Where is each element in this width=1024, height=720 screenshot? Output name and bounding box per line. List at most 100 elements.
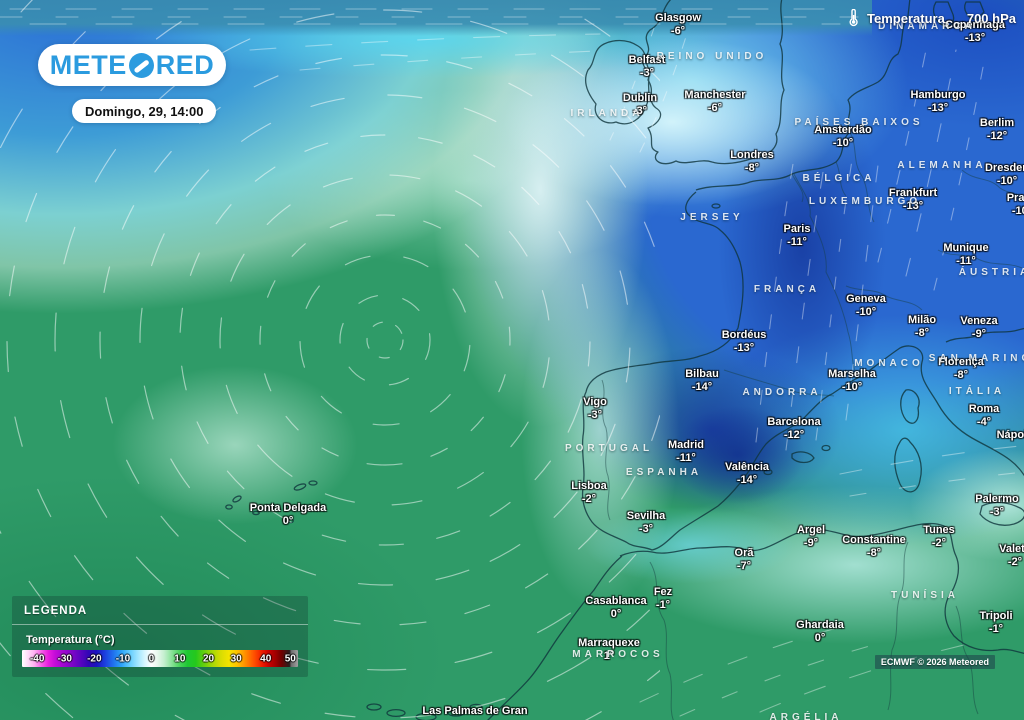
city-label: Nápoles — [996, 429, 1024, 441]
city-label: Munique -11° — [943, 242, 989, 267]
country-label: REINO UNIDO — [656, 51, 768, 62]
legend-tick: 20 — [203, 653, 215, 664]
city-label: Marselha -10° — [828, 368, 876, 393]
meteored-logo[interactable]: METE RED — [38, 44, 226, 86]
city-label: Berlim -12° — [979, 117, 1015, 142]
country-label: JERSEY — [680, 212, 744, 223]
variable-label: Temperatura — [867, 10, 945, 26]
coast-baltic — [964, 1, 985, 21]
city-label: Las Palmas de Gran — [422, 705, 528, 717]
country-label: FRANÇA — [753, 284, 821, 295]
city-label: Tunes -2° — [923, 524, 955, 549]
coast-north-sea — [695, 0, 911, 191]
country-label: ALEMANHA — [897, 160, 987, 171]
border-portugal-spain — [601, 379, 611, 521]
island-azores-5 — [252, 510, 260, 516]
legend-variable-label: Temperatura (°C) — [26, 634, 115, 646]
legend-tick: -20 — [87, 653, 102, 664]
island-azores-3 — [232, 495, 242, 503]
coast-denmark-islands — [932, 1, 955, 27]
legend-tick: -40 — [29, 653, 45, 664]
legend-tick: -30 — [57, 653, 72, 664]
attribution-badge: ECMWF © 2026 Meteored — [874, 655, 995, 669]
city-label: Madrid -11° — [667, 439, 705, 464]
thermometer-icon — [849, 9, 858, 27]
city-label: Florença -8° — [938, 356, 984, 381]
city-label: Hamburgo -13° — [910, 89, 966, 114]
city-label: Fez -1° — [653, 586, 673, 611]
legend-tick: 50 — [284, 653, 296, 664]
legend-tick: 30 — [230, 653, 242, 664]
island-canary-2 — [386, 708, 406, 718]
country-label: BÉLGICA — [802, 173, 876, 184]
city-label: Dresden-10° — [984, 162, 1024, 187]
city-label: Valeta-2° — [999, 543, 1024, 568]
city-label: Casablanca 0° — [585, 595, 647, 620]
legend-divider — [12, 624, 308, 625]
country-label: TUNÍSIA — [891, 590, 959, 601]
island-azores-1 — [293, 483, 307, 491]
border-france-east — [793, 173, 859, 377]
border-czech — [961, 169, 1024, 199]
country-label: PAÍSES BAIXOS — [794, 117, 924, 128]
datetime-text: Domingo, 29, 14:00 — [85, 103, 204, 119]
variable-header: Temperatura 700 hPa — [847, 9, 1016, 27]
island-azores-4 — [225, 504, 233, 510]
coast-france-iberia-med — [581, 191, 1024, 551]
border-belgium — [791, 173, 804, 203]
city-label: Londres -8° — [730, 149, 774, 174]
meteored-logo-text: METE RED — [49, 49, 215, 80]
city-label: Paris -11° — [783, 223, 811, 248]
country-label: ARGÉLIA — [769, 712, 843, 720]
country-label: ESPANHA — [625, 467, 703, 478]
legend-tick: 0 — [148, 653, 155, 664]
country-label: SAN MARINO — [928, 353, 1024, 364]
city-label: Praga-10° — [1006, 192, 1024, 217]
border-morocco-algeria — [649, 561, 674, 720]
city-label: Orã -7° — [734, 547, 754, 572]
island-canary-5 — [469, 703, 483, 711]
legend-title: LEGENDA — [24, 605, 88, 617]
country-label: MARROCOS — [572, 649, 664, 660]
city-label: Glasgow -6° — [655, 12, 701, 37]
country-label: ITÁLIA — [948, 386, 1006, 397]
city-label: Valência -14° — [724, 461, 770, 486]
legend-colorbar: -40 -30 -20 -10 0 10 20 30 40 50 — [22, 650, 298, 667]
border-algeria-tunisia — [887, 541, 909, 711]
legend-tick: -10 — [115, 653, 131, 664]
coast-great-britain — [642, 0, 785, 165]
attribution-text: ECMWF © 2026 Meteored — [880, 657, 989, 667]
island-sardinia — [894, 437, 922, 493]
coast-ireland — [584, 39, 651, 125]
city-label: Lisboa -2° — [571, 480, 607, 505]
coast-morocco-atlantic — [487, 555, 623, 720]
island-jersey — [711, 203, 721, 209]
city-label: Barcelona -12° — [767, 416, 821, 441]
city-label: Bordéus -13° — [721, 329, 767, 354]
country-label: DINAMARCA — [878, 21, 976, 32]
city-label: Milão -8° — [907, 314, 937, 339]
island-canary-4 — [447, 709, 465, 717]
city-label: Marraquexe 1° — [578, 637, 640, 662]
border-austria — [937, 249, 1023, 269]
city-label: Belfast -3° — [628, 54, 666, 79]
island-ibiza — [763, 468, 773, 476]
city-label: Frankfurt -13° — [888, 187, 938, 212]
level-label: 700 hPa — [966, 10, 1016, 26]
datetime-badge[interactable]: Domingo, 29, 14:00 — [72, 99, 217, 123]
country-label: ÁUSTRIA — [958, 267, 1024, 278]
city-label: Manchester -6° — [684, 89, 746, 114]
city-label: Sevilha -3° — [626, 510, 666, 535]
island-azores-2 — [308, 480, 318, 486]
legend-tick: 40 — [260, 653, 272, 664]
city-label: Bilbau -14° — [685, 368, 719, 393]
island-canary-1 — [366, 703, 382, 711]
country-label: MONACO — [854, 358, 924, 369]
country-label: IRLANDA — [570, 108, 644, 119]
border-pyrenees — [723, 369, 835, 397]
border-netherlands — [835, 161, 847, 197]
